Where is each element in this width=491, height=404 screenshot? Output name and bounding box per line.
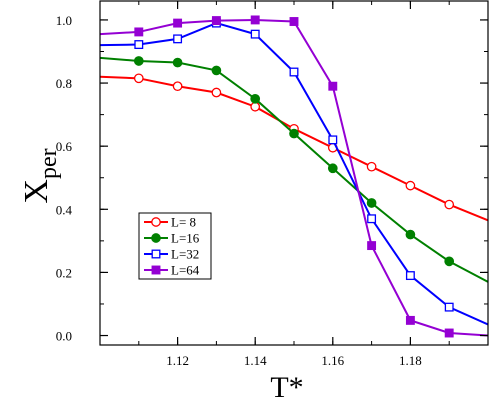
data-point bbox=[211, 65, 222, 76]
data-point bbox=[289, 17, 299, 26]
series-line bbox=[100, 75, 488, 222]
data-point bbox=[405, 229, 416, 240]
series-1 bbox=[100, 73, 488, 222]
data-point bbox=[134, 27, 144, 37]
legend-item: L= 8 bbox=[144, 215, 196, 230]
x-axis-title: T* bbox=[270, 371, 303, 404]
data-point bbox=[289, 128, 299, 139]
y-axis-title: Xper bbox=[18, 148, 62, 203]
data-point bbox=[366, 198, 377, 208]
legend-label: L=16 bbox=[171, 231, 200, 246]
data-point bbox=[173, 18, 183, 28]
y-axis-title-main: X bbox=[18, 179, 55, 204]
legend-marker bbox=[151, 265, 161, 275]
data-point bbox=[328, 135, 338, 145]
data-point bbox=[211, 16, 221, 26]
legend-marker bbox=[151, 249, 161, 259]
legend-label: L=64 bbox=[171, 263, 200, 278]
data-point bbox=[405, 315, 415, 325]
data-point bbox=[172, 57, 183, 68]
x-tick-label: 1.18 bbox=[399, 353, 422, 368]
data-point bbox=[367, 241, 377, 251]
data-point bbox=[250, 93, 261, 104]
y-tick-label: 0.8 bbox=[56, 76, 72, 91]
legend-marker bbox=[151, 217, 161, 227]
y-tick-label: 0.4 bbox=[56, 202, 73, 217]
data-point bbox=[405, 180, 416, 191]
data-point bbox=[405, 271, 415, 281]
legend-item: L=64 bbox=[144, 263, 200, 278]
y-tick-label: 0.6 bbox=[56, 139, 73, 154]
x-tick-label: 1.12 bbox=[166, 353, 189, 368]
data-point bbox=[133, 73, 144, 84]
data-point bbox=[444, 256, 455, 267]
series-2 bbox=[100, 56, 488, 283]
data-point bbox=[366, 161, 377, 172]
data-point bbox=[250, 15, 260, 25]
data-point bbox=[172, 81, 183, 92]
legend-box bbox=[138, 212, 212, 280]
legend-label: L= 8 bbox=[171, 215, 196, 230]
series-4 bbox=[100, 15, 488, 338]
plot-frame bbox=[99, 0, 489, 346]
data-point bbox=[444, 199, 455, 210]
y-axis-title-subscript: per bbox=[36, 148, 62, 179]
data-point bbox=[211, 87, 222, 98]
legend: L= 8L=16L=32L=64 bbox=[138, 212, 212, 280]
data-point bbox=[444, 328, 454, 338]
data-point bbox=[444, 302, 454, 312]
ticks-layer: 1.12 1.14 1.16 1.18 0.0 0.2 0.4 0.6 0.8 1.0 bbox=[56, 1, 489, 368]
data-point bbox=[328, 81, 338, 91]
svg-text:Xper: Xper bbox=[18, 148, 62, 203]
series-layer bbox=[100, 15, 488, 338]
data-point bbox=[250, 29, 260, 39]
data-point bbox=[133, 56, 144, 66]
data-point bbox=[250, 101, 261, 112]
data-point bbox=[327, 163, 338, 174]
x-tick-label: 1.14 bbox=[244, 353, 267, 368]
y-tick-label: 0.0 bbox=[56, 329, 72, 344]
data-point bbox=[134, 40, 144, 50]
series-line bbox=[100, 18, 488, 337]
y-tick-label: 0.2 bbox=[56, 265, 72, 280]
legend-marker bbox=[151, 233, 161, 243]
legend-item: L=32 bbox=[144, 247, 199, 262]
data-point bbox=[367, 214, 377, 224]
data-point bbox=[173, 34, 183, 44]
legend-item: L=16 bbox=[144, 231, 200, 246]
y-tick-label: 1.0 bbox=[56, 13, 72, 28]
data-point bbox=[289, 67, 299, 77]
legend-label: L=32 bbox=[171, 247, 199, 262]
x-tick-label: 1.16 bbox=[321, 353, 344, 368]
